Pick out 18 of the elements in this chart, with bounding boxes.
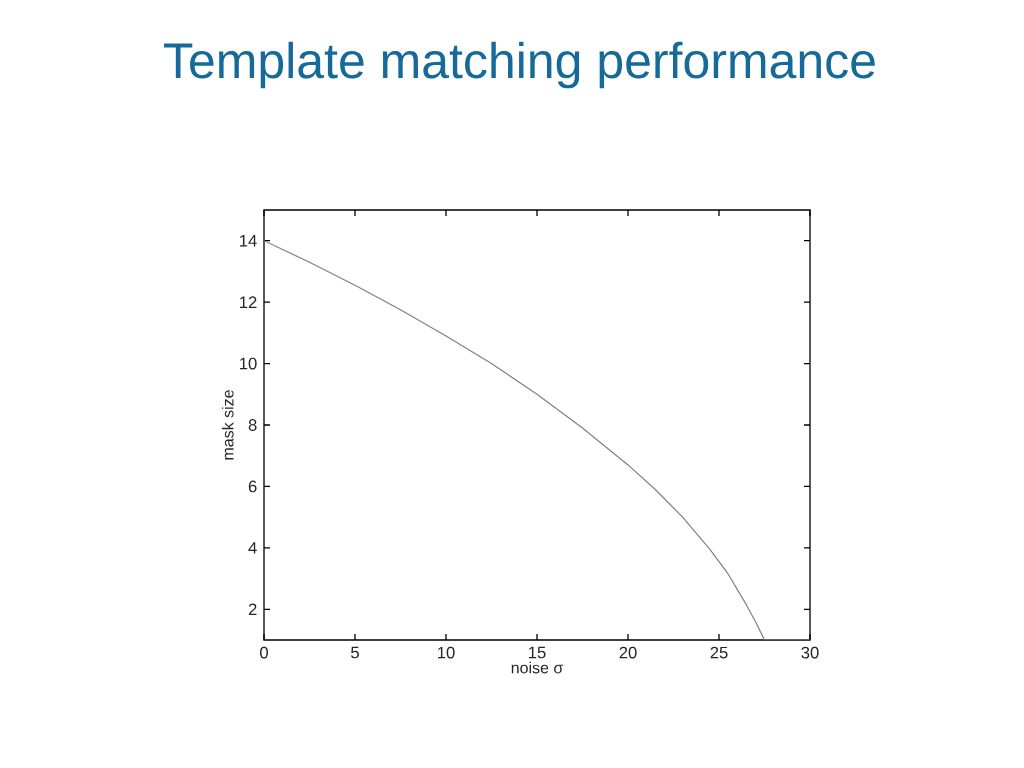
x-tick-label: 0: [260, 646, 268, 659]
x-tick-label: 15: [529, 646, 546, 659]
chart-title: Template matching performance: [164, 41, 875, 89]
line-series: [264, 240, 810, 640]
y-tick-label: 4: [248, 542, 257, 554]
x-axis-title: noise σ: [511, 661, 564, 674]
x-tick-label: 25: [710, 646, 728, 659]
y-tick-label: 6: [248, 480, 257, 493]
y-tick-label: 12: [240, 296, 257, 308]
x-tick-label: 30: [801, 646, 819, 659]
y-tick-label: 8: [248, 419, 257, 431]
y-tick-label: 2: [248, 603, 257, 616]
y-axis-title: mask size: [221, 390, 234, 460]
x-tick-label: 20: [619, 646, 637, 659]
y-tick-label: 14: [240, 234, 257, 247]
x-tick-label: 5: [351, 646, 359, 659]
y-tick-label: 10: [240, 357, 257, 370]
x-tick-label: 10: [438, 646, 455, 659]
